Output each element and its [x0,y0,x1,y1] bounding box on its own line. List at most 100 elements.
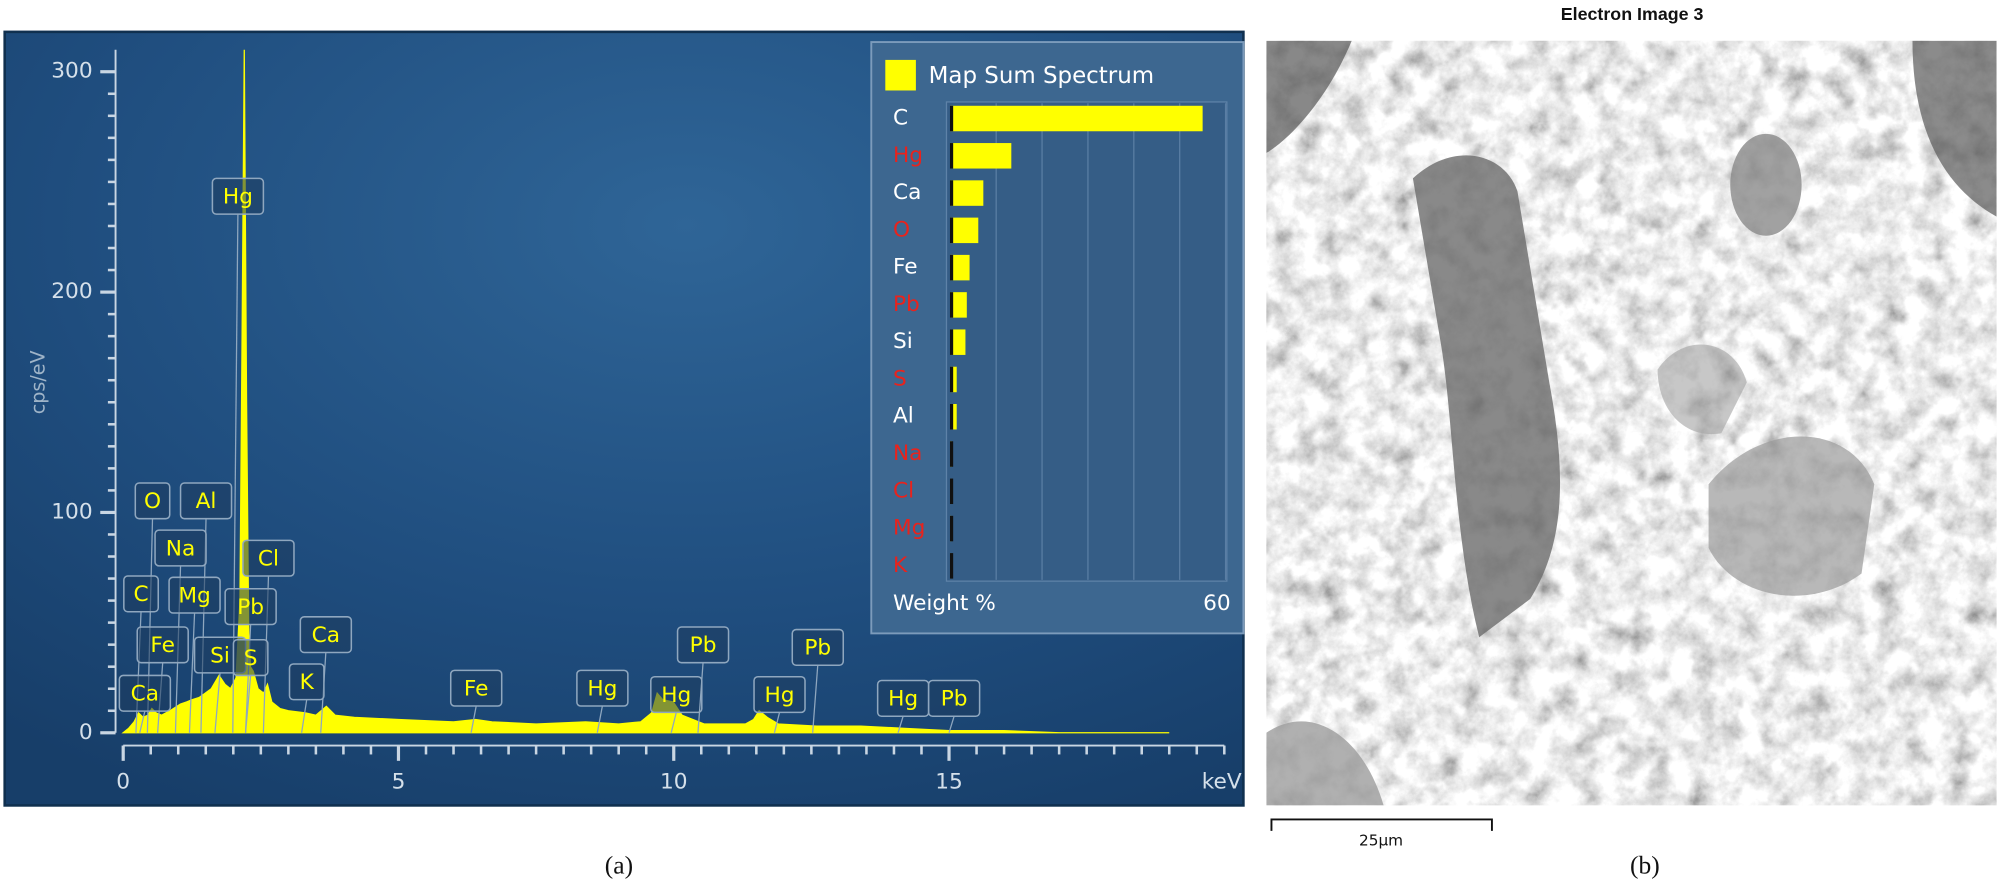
grain [1730,133,1802,236]
peak-label: Pb [941,687,968,712]
peak-label-box [224,588,277,626]
grain [1412,155,1561,638]
peak-label: Ca [131,682,159,707]
category-label: Na [893,441,922,466]
peak-label-box [154,529,207,567]
y-tick-label: 300 [51,59,92,84]
x-axis-label: keV [1202,769,1242,794]
category-label: Si [893,329,913,354]
x-tick-label: 10 [660,769,688,794]
peak-leader [897,716,904,733]
scale-bar-label: 25µm [1359,832,1403,850]
peak-label: O [144,489,161,514]
peak-label: Pb [237,595,264,620]
x-tick-label: 15 [935,769,963,794]
peak-label: S [244,646,258,671]
category-label: Mg [893,516,925,541]
y-axis-label: cps/eV [27,350,50,414]
peak-label: C [133,582,148,607]
category-label: Pb [893,292,920,317]
peak-label-box [753,675,806,714]
peak-leader [812,665,819,733]
grain [1266,721,1384,806]
peak-label-box [134,482,171,520]
peak-label: Pb [804,636,831,661]
bar [950,254,970,281]
x-tick-label: 0 [116,769,130,794]
bar [950,403,957,430]
category-label: C [893,106,908,131]
peak-label-box [299,616,353,654]
peak-label-box [136,626,189,664]
peak-label-box [211,177,265,215]
peak-label: Al [196,489,217,514]
peak-label-box [123,575,160,613]
peak-label: Mg [178,583,210,608]
x-tick-label: 5 [392,769,406,794]
grain [1708,436,1875,596]
image-title: Electron Image 3 [1561,4,1704,24]
peak-label-box [927,679,981,717]
peak-leader [139,710,146,733]
peak-label-box [242,539,295,577]
scale-bar [1270,818,1493,831]
bar [950,180,984,206]
legend-swatch [885,59,916,91]
peak-label: K [300,670,315,695]
peak-label: Hg [587,676,617,701]
peak-label: Hg [223,185,253,210]
peak-label: Cl [258,546,279,571]
peak-label: Hg [765,683,795,708]
y-tick-label: 0 [79,720,93,745]
peak-label: Fe [150,633,175,658]
peak-leader [596,705,604,733]
category-label: Al [893,404,914,429]
peak-label: Na [166,536,195,561]
bar [950,143,1012,169]
bar [950,329,966,355]
caption: (a) [605,851,633,880]
grain [1657,344,1747,435]
category-label: K [893,553,908,578]
peak-leader [697,662,704,733]
peak-leader [244,675,252,733]
peak-leader [188,612,196,733]
peak-leader [670,712,677,733]
category-label: Fe [893,255,918,280]
inset-x-label: Weight % [893,591,996,616]
sem-texture [1266,40,1997,806]
category-label: S [893,366,907,391]
y-tick-label: 200 [51,279,92,304]
peak-label: Si [210,643,230,668]
category-label: Ca [893,180,921,205]
peak-leader [948,716,955,733]
grain [1266,40,1352,153]
peak-label-box [576,669,629,707]
peak-label: Hg [661,683,691,708]
peak-leader [470,705,477,733]
peak-label-box [449,669,503,707]
peak-leader [300,699,308,733]
bar [950,217,979,244]
bar [950,292,967,318]
peak-leader [214,672,221,733]
peak-leader [773,712,781,733]
peak-label: Fe [464,676,489,701]
category-label: Cl [893,478,914,503]
inset-plot-area [945,101,1228,582]
category-label: O [893,217,910,242]
bar [950,105,1203,132]
peak-label-box [676,626,730,664]
bar [950,366,957,393]
peak-label: Pb [690,633,717,658]
peak-label-box [288,663,325,701]
grain [1912,40,1997,217]
y-tick-label: 100 [51,499,92,524]
inset-x-tick-label: 60 [1203,591,1231,616]
peak-label-box [791,628,845,667]
peak-label-box [179,482,233,520]
peak-label-box [168,576,221,614]
electron-image [1266,40,1997,806]
